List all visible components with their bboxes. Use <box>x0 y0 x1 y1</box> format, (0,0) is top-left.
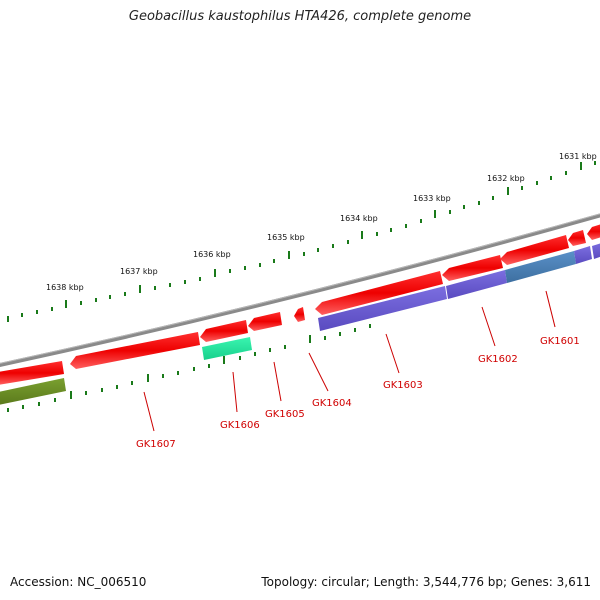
gene-label-gk1601[interactable]: GK1601 <box>540 336 580 347</box>
genome-summary-text: Topology: circular; Length: 3,544,776 bp… <box>261 575 591 589</box>
leader-gk1601 <box>545 290 556 328</box>
genome-backbone-highlight <box>0 213 600 364</box>
gene-arrow-gk1603[interactable] <box>315 271 443 315</box>
ruler-labels: 1631 kbp 1632 kbp 1633 kbp 1634 kbp 1635… <box>46 152 597 292</box>
leader-gk1602 <box>481 306 496 347</box>
leader-gk1603 <box>385 333 400 374</box>
cds-bar-purple-right[interactable] <box>574 246 592 264</box>
gene-leader-lines <box>143 290 556 432</box>
ruler-label-1631: 1631 kbp <box>559 152 597 161</box>
leader-gk1607 <box>143 391 155 432</box>
gene-label-gk1604[interactable]: GK1604 <box>312 398 352 409</box>
ruler-label-1637: 1637 kbp <box>120 267 158 276</box>
gene-arrow-gk1600[interactable] <box>568 230 586 246</box>
cds-bar-purple-gk1602[interactable] <box>446 270 507 299</box>
gene-label-gk1603[interactable]: GK1603 <box>383 380 423 391</box>
accession-text: Accession: NC_006510 <box>10 575 147 589</box>
ruler-label-1632: 1632 kbp <box>487 174 525 183</box>
gene-track <box>0 223 600 385</box>
ruler-label-1635: 1635 kbp <box>267 233 305 242</box>
ruler-label-1634: 1634 kbp <box>340 214 378 223</box>
cds-bar-steel-gk1601[interactable] <box>505 251 576 283</box>
gene-arrow-gk1605[interactable] <box>248 312 282 331</box>
cds-track <box>0 242 600 405</box>
gene-arrow-gk1604[interactable] <box>294 307 305 322</box>
gene-arrow-gk1606[interactable] <box>200 320 248 342</box>
gene-arrow-gk1607-left[interactable] <box>0 361 64 385</box>
gene-arrow-gk1599[interactable] <box>587 223 600 240</box>
gene-label-gk1607[interactable]: GK1607 <box>136 439 176 450</box>
leader-gk1604 <box>308 352 329 392</box>
leader-gk1606 <box>232 371 238 413</box>
genome-backbone <box>0 213 600 367</box>
gene-arrow-gk1602[interactable] <box>442 255 503 281</box>
gene-label-gk1606[interactable]: GK1606 <box>220 420 260 431</box>
ruler-label-1633: 1633 kbp <box>413 194 451 203</box>
cds-bar-olive[interactable] <box>0 378 66 405</box>
ruler-label-1636: 1636 kbp <box>193 250 231 259</box>
gene-labels: GK1601 GK1602 GK1603 GK1604 GK1605 GK160… <box>136 336 580 450</box>
cds-bar-teal[interactable] <box>202 337 252 360</box>
inner-tick-ruler <box>7 324 371 412</box>
gene-label-gk1602[interactable]: GK1602 <box>478 354 518 365</box>
gene-label-gk1605[interactable]: GK1605 <box>265 409 305 420</box>
gene-arrow-gk1607[interactable] <box>70 332 200 369</box>
cds-bar-purple-edge[interactable] <box>592 242 600 259</box>
ruler-label-1638: 1638 kbp <box>46 283 84 292</box>
leader-gk1605 <box>273 361 282 402</box>
gene-arrow-gk1601[interactable] <box>500 235 569 265</box>
map-title: Geobacillus kaustophilus HTA426, complet… <box>128 9 472 24</box>
outer-tick-ruler <box>7 161 596 322</box>
cds-bar-purple-gk1603[interactable] <box>318 286 447 331</box>
